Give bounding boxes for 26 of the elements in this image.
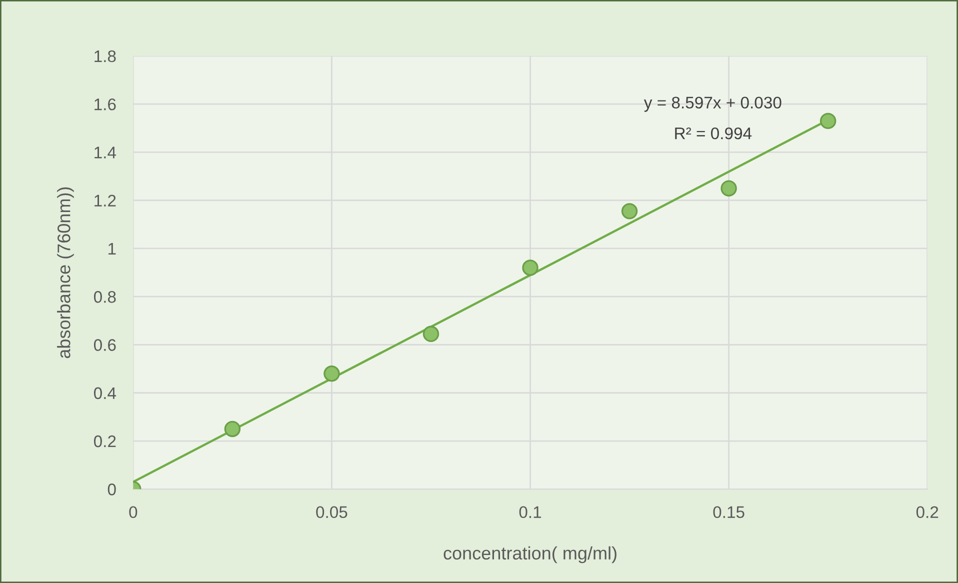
y-tick-label: 0.6 xyxy=(94,339,116,351)
point xyxy=(422,326,440,342)
x-tick-label: 0.05 xyxy=(316,506,348,518)
x-tick-label: 0.2 xyxy=(916,506,938,518)
x-axis-title: concentration( mg/ml) xyxy=(444,546,616,564)
y-tick-label: 0 xyxy=(108,484,116,496)
x-tick-label: 0 xyxy=(129,506,138,518)
y-tick-label: 0.4 xyxy=(94,387,116,400)
y-tick-label: 0.8 xyxy=(94,291,116,303)
y-tick-label: 1.4 xyxy=(94,146,116,158)
point xyxy=(224,420,241,438)
annotation: R² = 0.994 xyxy=(675,127,752,140)
point xyxy=(621,203,638,220)
point xyxy=(324,366,340,382)
y-tick-label: 1 xyxy=(108,243,116,255)
annotation: y = 8.597x + 0.030 xyxy=(644,96,782,112)
y-tick-label: 0.2 xyxy=(94,435,116,448)
point xyxy=(820,112,836,130)
y-axis-title: absorbance (760nm)) xyxy=(57,187,74,358)
x-tick-label: 0.1 xyxy=(519,506,542,518)
y-tick-label: 1.2 xyxy=(94,194,116,206)
y-tick-label: 1.6 xyxy=(94,98,116,110)
y-tick-label: 1.8 xyxy=(94,50,116,62)
point xyxy=(522,260,538,276)
x-tick-label: 0.15 xyxy=(713,506,744,518)
point xyxy=(720,180,737,196)
